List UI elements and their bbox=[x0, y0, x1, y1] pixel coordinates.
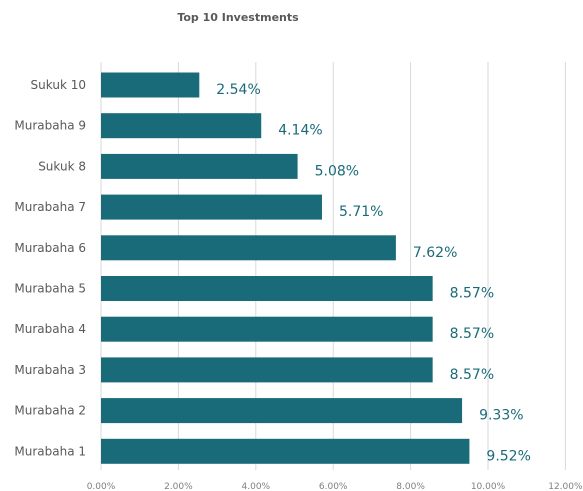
category-label: Murabaha 7 bbox=[14, 200, 86, 214]
data-label: 8.57% bbox=[450, 286, 494, 302]
x-tick-label: 0.00% bbox=[87, 482, 116, 491]
x-tick-label: 4.00% bbox=[242, 482, 271, 491]
bar bbox=[101, 357, 433, 383]
bar bbox=[101, 113, 262, 139]
x-tick-label: 2.00% bbox=[164, 482, 193, 491]
data-label: 8.57% bbox=[450, 367, 494, 383]
category-label: Sukuk 10 bbox=[31, 78, 86, 92]
x-tick-label: 6.00% bbox=[319, 482, 348, 491]
bar bbox=[101, 276, 433, 301]
x-tick-label: 10.00% bbox=[471, 482, 506, 491]
data-label: 5.71% bbox=[339, 204, 383, 220]
data-label: 8.57% bbox=[450, 326, 494, 342]
bar bbox=[101, 72, 200, 98]
x-tick-label: 8.00% bbox=[396, 482, 425, 491]
category-label: Murabaha 4 bbox=[14, 322, 86, 336]
category-label: Murabaha 1 bbox=[14, 444, 86, 458]
category-label: Murabaha 6 bbox=[14, 241, 86, 255]
bar bbox=[101, 153, 298, 179]
data-label: 5.08% bbox=[315, 163, 359, 179]
category-label: Murabaha 3 bbox=[14, 363, 86, 377]
category-label: Murabaha 9 bbox=[14, 119, 86, 133]
category-label: Murabaha 5 bbox=[14, 282, 86, 296]
bar bbox=[101, 398, 463, 424]
data-label: 7.62% bbox=[413, 245, 457, 261]
labels: 0.00% 2.00% 4.00% 6.00% 8.00% 10.00% 12.00% Suk… bbox=[14, 78, 583, 491]
bar bbox=[101, 316, 433, 342]
bar bbox=[101, 194, 322, 220]
data-label: 2.54% bbox=[216, 82, 260, 98]
chart-title: Top 10 Investments bbox=[177, 11, 299, 24]
category-label: Sukuk 8 bbox=[38, 159, 86, 173]
category-label: Murabaha 2 bbox=[14, 404, 86, 418]
data-label: 9.52% bbox=[486, 448, 530, 464]
bar bbox=[101, 438, 470, 464]
bar bbox=[101, 235, 396, 261]
x-tick-label: 12.00% bbox=[548, 482, 583, 491]
data-label: 9.33% bbox=[479, 408, 523, 424]
data-label: 4.14% bbox=[278, 123, 322, 139]
bars bbox=[101, 72, 470, 464]
